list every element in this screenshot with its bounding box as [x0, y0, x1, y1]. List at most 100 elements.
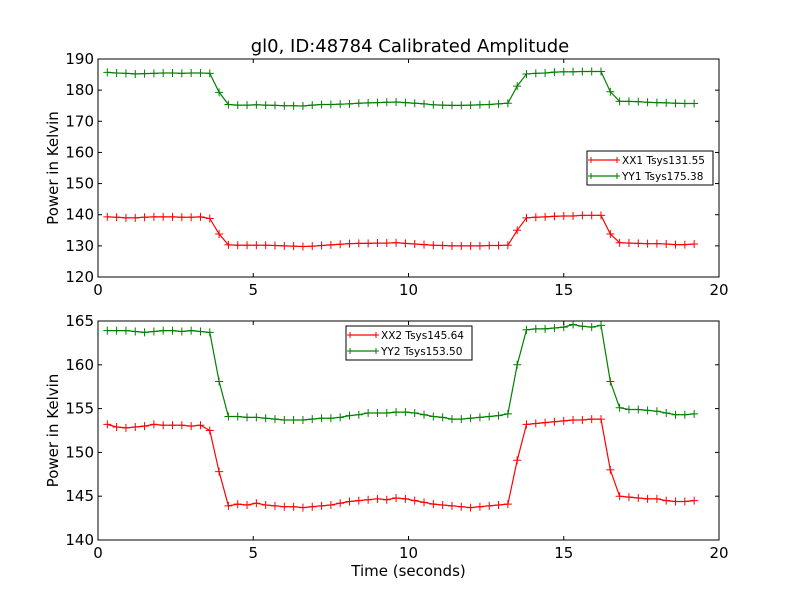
series-2-point [270, 101, 279, 110]
series-1-point [270, 241, 279, 250]
series-2-point [280, 101, 289, 110]
series-2-point [168, 326, 177, 335]
series-2-point [578, 67, 587, 76]
series-2-point [159, 69, 168, 78]
series-1-line [107, 214, 695, 248]
series-2-point [205, 69, 214, 78]
series-2-point [298, 102, 307, 111]
legend-marker [614, 173, 620, 179]
series-1-point [457, 241, 466, 250]
y-axis-label: Power in Kelvin [44, 374, 62, 488]
series-1-point [643, 239, 652, 248]
series-2-point [205, 328, 214, 337]
series-2-line [107, 323, 695, 421]
series-2-point [550, 324, 559, 333]
series-1-point [671, 497, 680, 506]
series-1-point [569, 211, 578, 220]
series-2-point [643, 406, 652, 415]
x-tick-label: 10 [399, 281, 418, 299]
series-2-point [522, 325, 531, 334]
y-tick-label: 180 [65, 81, 94, 99]
series-1-point [624, 493, 633, 502]
series-1-point [615, 238, 624, 247]
x-axis-label: Time (seconds) [350, 562, 466, 580]
series-2-point [121, 326, 130, 335]
figure-title: gl0, ID:48784 Calibrated Amplitude [251, 36, 570, 57]
series-2-point [373, 98, 382, 107]
series-2-point [131, 327, 140, 336]
series-2-point [373, 408, 382, 417]
series-2-point [233, 412, 242, 421]
series-1-point [317, 241, 326, 250]
series-2-point [531, 324, 540, 333]
series-2-point [187, 326, 196, 335]
series-1-point [578, 415, 587, 424]
series-2-point [634, 97, 643, 106]
series-2-point [243, 413, 252, 422]
series-1-point [447, 501, 456, 510]
series-2-point [466, 101, 475, 110]
series-1-point [289, 502, 298, 511]
series-1-point [690, 496, 699, 505]
series-1-point [550, 212, 559, 221]
series-1-point [485, 501, 494, 510]
legend-marker [614, 157, 620, 163]
series-1-point [494, 500, 503, 509]
series-2-point [606, 87, 615, 96]
series-1-point [475, 241, 484, 250]
y-tick-label: 190 [65, 50, 94, 68]
series-2-point [261, 101, 270, 110]
series-2-point [671, 410, 680, 419]
series-1-point [606, 465, 615, 474]
series-2-point [354, 99, 363, 108]
series-1-point [438, 500, 447, 509]
series-1-point [457, 502, 466, 511]
x-tick-label: 0 [93, 544, 103, 562]
series-1-point [252, 241, 261, 250]
x-tick-label: 5 [248, 281, 258, 299]
series-1-point [364, 239, 373, 248]
series-1-group [103, 415, 699, 512]
series-1-point [466, 503, 475, 512]
series-2-point [112, 69, 121, 78]
series-1-point [420, 240, 429, 249]
series-1-point [531, 213, 540, 222]
series-2-point [317, 100, 326, 109]
series-1-point [401, 494, 410, 503]
series-1-point [187, 422, 196, 431]
series-2-point [401, 408, 410, 417]
series-2-point [559, 67, 568, 76]
series-2-point [261, 414, 270, 423]
series-1-point [326, 240, 335, 249]
series-1-point [513, 456, 522, 465]
series-1-point [308, 502, 317, 511]
series-2-point [513, 82, 522, 91]
series-1-point [289, 242, 298, 251]
series-1-point [475, 502, 484, 511]
top-panel: 0 5 10 15 20 120 130 140 150 160 170 180 190 Power in… [44, 50, 729, 299]
series-2-point [597, 67, 606, 76]
series-1-point [382, 495, 391, 504]
series-2-point [168, 69, 177, 78]
series-1-point [298, 242, 307, 251]
series-1-point [373, 239, 382, 248]
series-2-point [447, 415, 456, 424]
series-1-point [121, 423, 130, 432]
bottom-panel: 0 5 10 15 20 140 145 150 155 160 165 Power in Kelvi… [44, 312, 729, 580]
series-2-point [420, 410, 429, 419]
series-1-point [168, 212, 177, 221]
series-2-point [392, 408, 401, 417]
series-2-point [662, 98, 671, 107]
legend-marker [347, 348, 353, 354]
series-1-point [447, 241, 456, 250]
series-2-point [541, 324, 550, 333]
legend-marker [373, 332, 379, 338]
series-1-point [429, 241, 438, 250]
y-tick-label: 165 [65, 312, 94, 330]
series-2-point [196, 69, 205, 78]
series-1-point [196, 421, 205, 430]
series-2-point [252, 413, 261, 422]
